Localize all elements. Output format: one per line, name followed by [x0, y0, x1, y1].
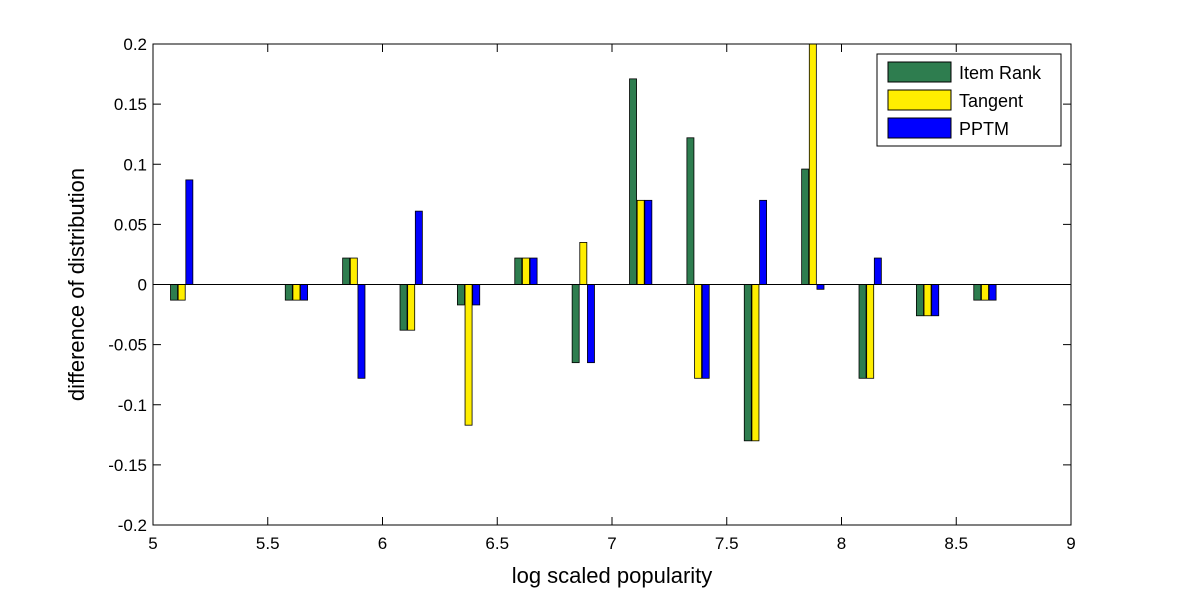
- x-tick-label: 7.5: [715, 534, 739, 553]
- y-tick-label: -0.1: [118, 396, 147, 415]
- bar-pptm-3: [414, 210, 423, 285]
- bar-tangent-4: [464, 284, 473, 426]
- x-tick-label: 5: [148, 534, 157, 553]
- y-tick-label: 0.2: [123, 35, 147, 54]
- bar-tangent-2: [349, 257, 358, 285]
- bar-tangent-13: [981, 284, 989, 301]
- bar-tangent-7: [636, 199, 645, 285]
- x-tick-label: 8.5: [944, 534, 968, 553]
- y-tick-label: -0.2: [118, 516, 147, 535]
- bar-tangent-11: [866, 284, 875, 379]
- bar-item-rank-2: [342, 257, 351, 285]
- bar-tangent-3: [407, 284, 416, 331]
- bar-pptm-9: [759, 199, 768, 285]
- bar-pptm-1: [300, 284, 309, 301]
- bar-pptm-11: [873, 257, 882, 285]
- bar-item-rank-1: [284, 284, 293, 301]
- bar-pptm-5: [529, 257, 538, 285]
- x-tick-label: 9: [1066, 534, 1075, 553]
- legend-swatch-tangent: [887, 89, 952, 111]
- bar-item-rank-8: [686, 137, 695, 285]
- x-tick-label: 8: [837, 534, 846, 553]
- bar-pptm-12: [931, 284, 940, 317]
- bars-group: [170, 43, 997, 442]
- bar-item-rank-9: [743, 284, 752, 442]
- bar-pptm-13: [988, 284, 997, 301]
- bar-tangent-5: [522, 257, 530, 285]
- bar-tangent-6: [579, 242, 588, 285]
- x-tick-label: 6.5: [485, 534, 509, 553]
- bar-pptm-6: [587, 284, 595, 364]
- x-tick-label: 6: [378, 534, 387, 553]
- legend-label-tangent: Tangent: [959, 91, 1023, 111]
- bar-tangent-9: [751, 284, 760, 442]
- bar-item-rank-10: [801, 168, 810, 285]
- bar-item-rank-3: [399, 284, 408, 331]
- bar-pptm-10: [816, 284, 825, 290]
- bar-item-rank-11: [858, 284, 867, 379]
- bar-item-rank-0: [170, 284, 178, 301]
- bar-item-rank-13: [973, 284, 982, 301]
- bar-item-rank-5: [514, 257, 523, 285]
- x-axis-ticks: 5 5.5 6 6.5 7 7.5 8 8.5 9: [148, 44, 1076, 553]
- bar-pptm-2: [357, 284, 366, 379]
- bar-item-rank-7: [629, 78, 637, 285]
- y-axis-ticks: 0.2 0.15 0.1 0.05 0 -0.05 -0.1 -0.15 -0.2: [108, 35, 1071, 535]
- legend-swatch-pptm: [887, 117, 952, 139]
- x-tick-label: 7: [607, 534, 616, 553]
- bar-tangent-8: [694, 284, 702, 379]
- bar-pptm-8: [701, 284, 710, 379]
- bar-tangent-10: [808, 43, 817, 285]
- y-axis-title: difference of distribution: [64, 168, 89, 401]
- y-tick-label: -0.15: [108, 456, 147, 475]
- legend-swatch-item-rank: [887, 61, 952, 83]
- y-tick-label: 0.1: [123, 155, 147, 174]
- x-axis-title: log scaled popularity: [512, 563, 713, 588]
- y-tick-label: 0: [138, 276, 147, 295]
- bar-tangent-12: [923, 284, 932, 317]
- y-tick-label: 0.05: [114, 215, 147, 234]
- bar-tangent-1: [292, 284, 301, 301]
- y-tick-label: -0.05: [108, 336, 147, 355]
- y-tick-label: 0.15: [114, 95, 147, 114]
- bar-item-rank-6: [571, 284, 580, 364]
- x-tick-label: 5.5: [256, 534, 280, 553]
- bar-pptm-7: [644, 199, 653, 285]
- bar-pptm-4: [472, 284, 481, 306]
- legend-label-item-rank: Item Rank: [959, 63, 1042, 83]
- bar-pptm-0: [185, 179, 194, 285]
- legend-label-pptm: PPTM: [959, 119, 1009, 139]
- bar-item-rank-4: [456, 284, 465, 306]
- legend: Item Rank Tangent PPTM: [876, 53, 1062, 147]
- bar-tangent-0: [177, 284, 186, 301]
- bar-item-rank-12: [915, 284, 924, 317]
